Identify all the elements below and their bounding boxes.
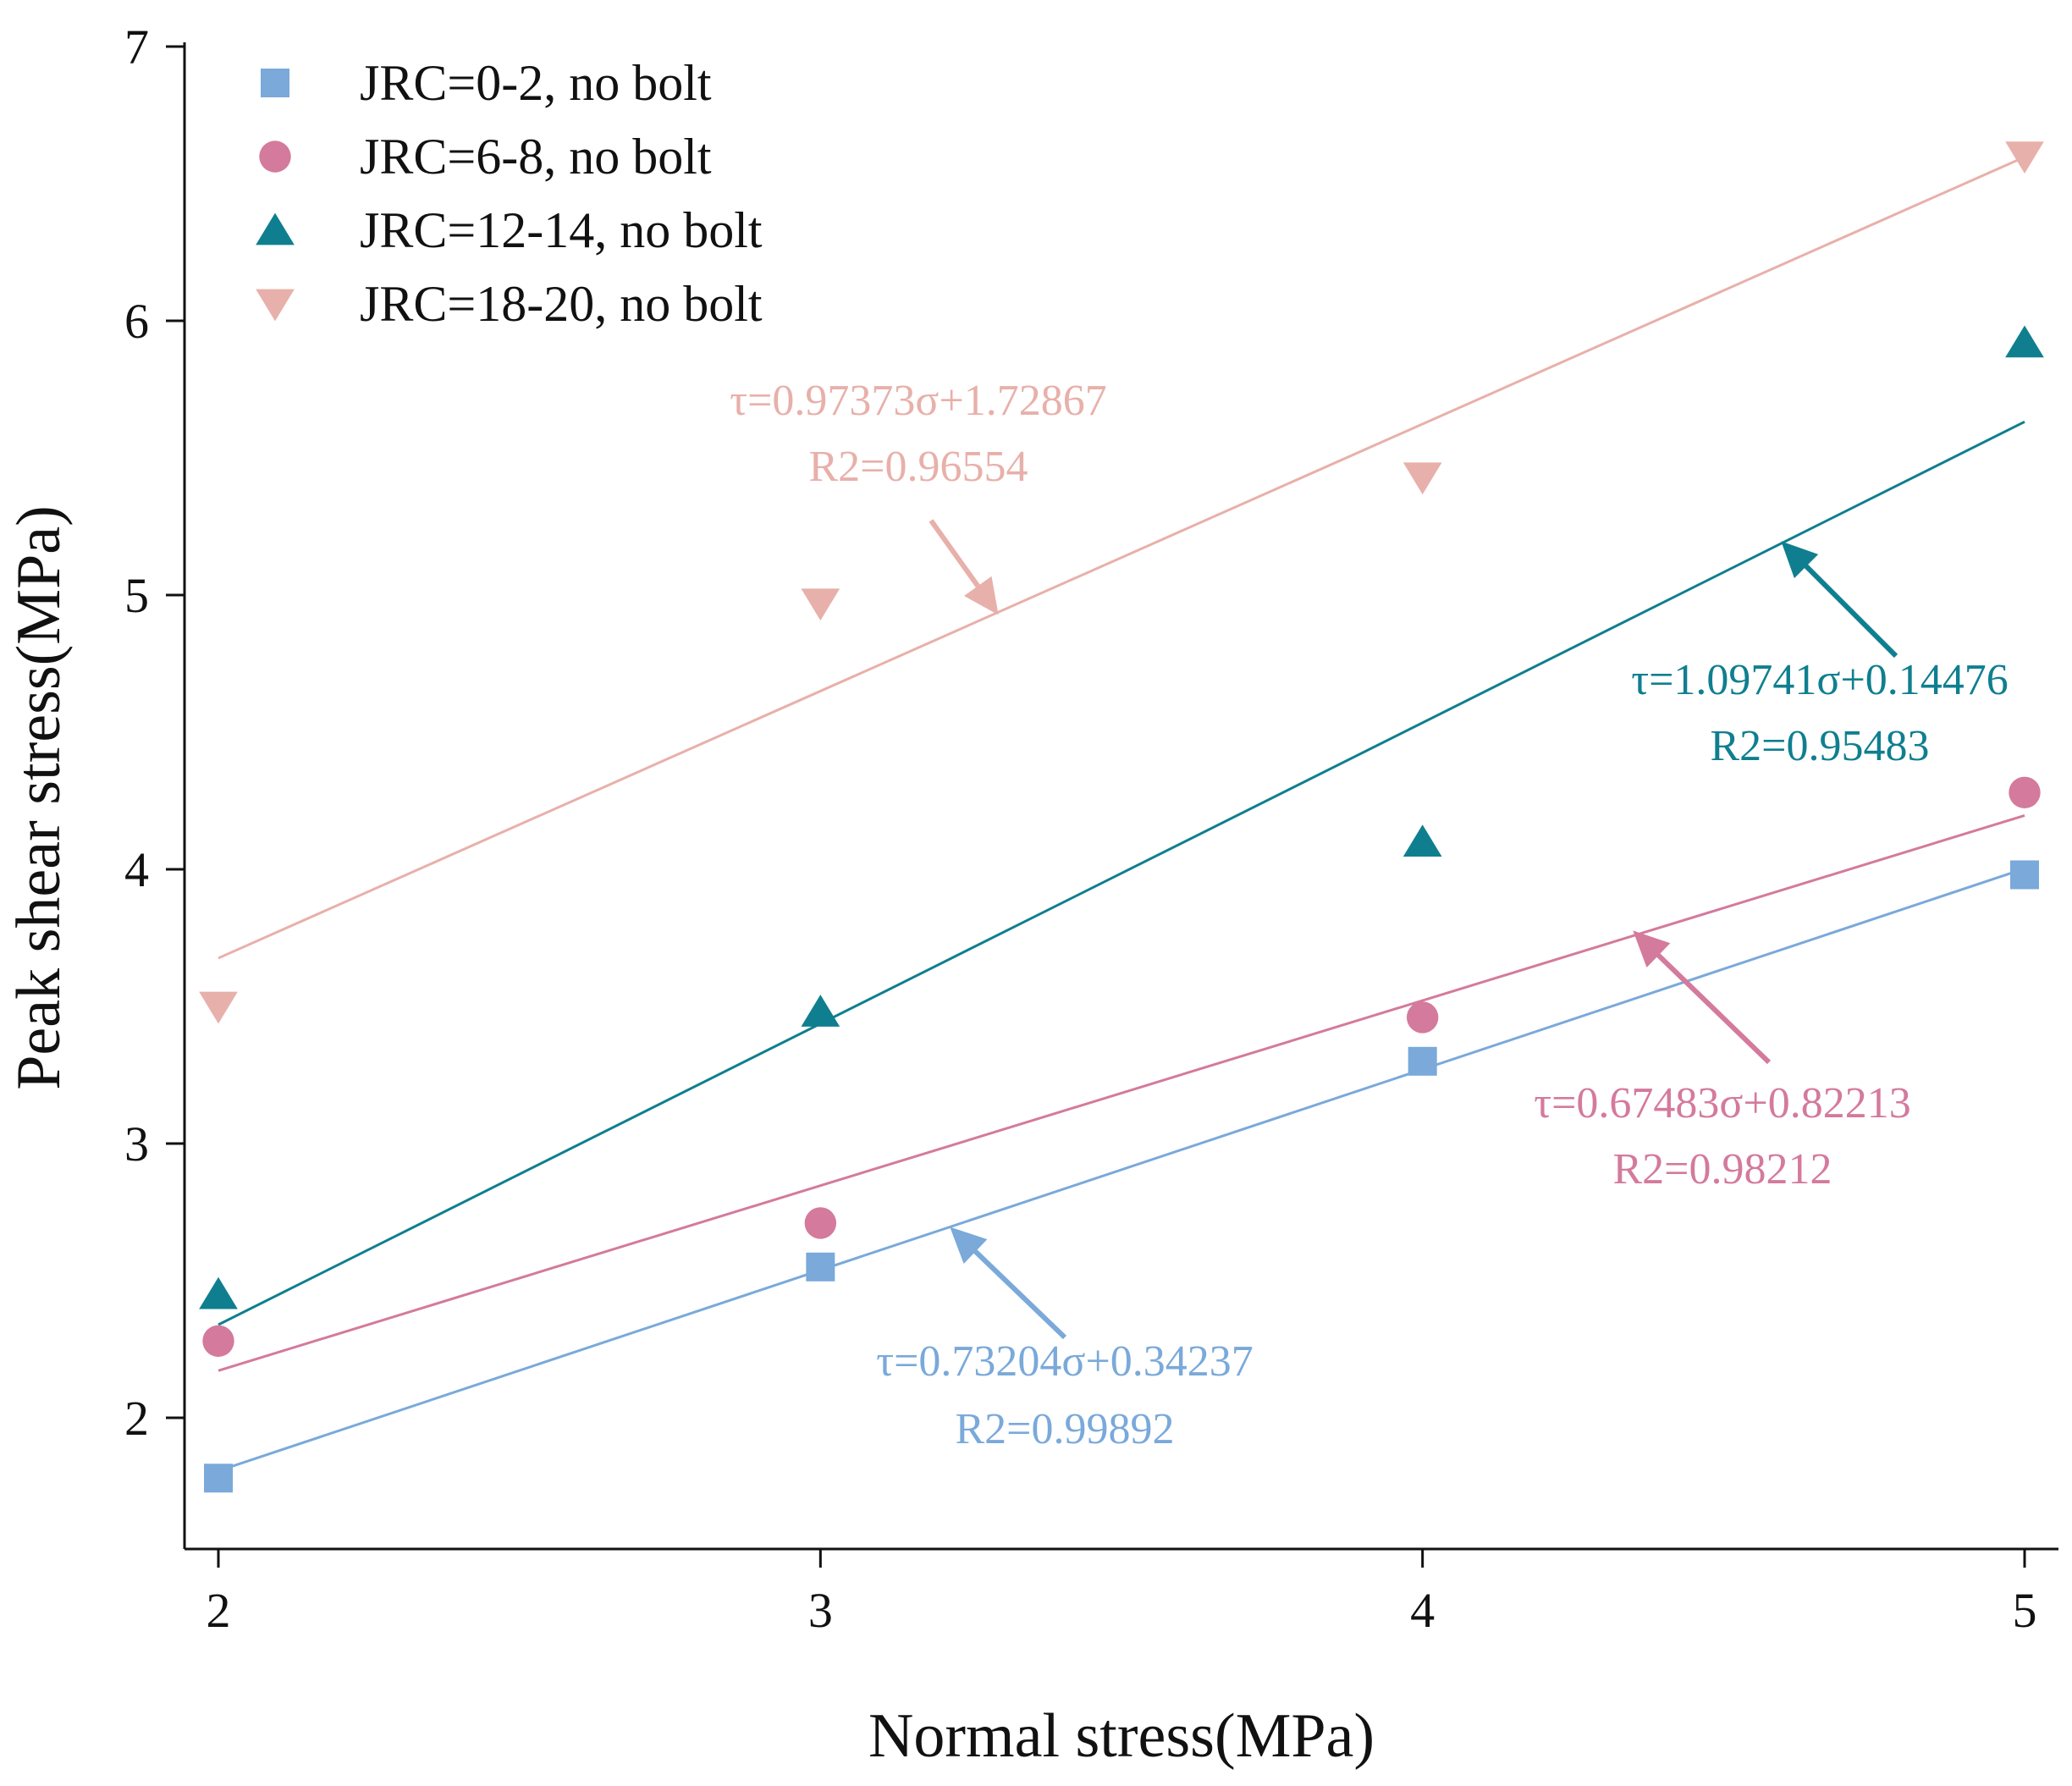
axes: 2 3 4 5 6 7 2 3 4 5 bbox=[124, 19, 2058, 1638]
y-tick-label: 4 bbox=[124, 842, 149, 897]
data-markers bbox=[199, 141, 2044, 1493]
y-tick-label: 6 bbox=[124, 294, 149, 349]
point-jrc-6-8 bbox=[202, 1325, 234, 1357]
y-tick-label: 5 bbox=[124, 568, 149, 623]
arrow-head-jrc-0-2 bbox=[950, 1226, 988, 1264]
legend-marker-jrc-12-14 bbox=[256, 212, 295, 245]
legend-marker-jrc-6-8 bbox=[259, 141, 291, 173]
fit-r2-jrc-12-14: R2=0.95483 bbox=[1710, 722, 1929, 770]
fit-equation-jrc-12-14: τ=1.09741σ+0.14476 bbox=[1631, 656, 2009, 704]
fit-equation-jrc-6-8: τ=0.67483σ+0.82213 bbox=[1534, 1079, 1911, 1127]
point-jrc-6-8 bbox=[804, 1207, 837, 1239]
fit-annotations: τ=0.73204σ+0.34237 R2=0.99892 τ=0.67483σ+0… bbox=[730, 377, 2009, 1453]
fit-line-jrc-12-14 bbox=[218, 420, 2025, 1326]
fit-r2-jrc-0-2: R2=0.99892 bbox=[955, 1405, 1174, 1453]
point-jrc-6-8 bbox=[2009, 776, 2041, 808]
legend-label-jrc-6-8: JRC=6-8, no bolt bbox=[360, 129, 712, 185]
point-jrc-18-20 bbox=[199, 991, 238, 1024]
arrow-shaft-jrc-6-8 bbox=[1635, 933, 1772, 1065]
point-jrc-0-2 bbox=[2010, 860, 2039, 890]
arrow-head-jrc-18-20 bbox=[963, 576, 999, 615]
x-axis-title: Normal stress(MPa) bbox=[868, 1701, 1375, 1771]
x-tick-label: 2 bbox=[207, 1583, 231, 1638]
x-tick-label: 4 bbox=[1410, 1583, 1435, 1638]
fit-line-jrc-0-2 bbox=[218, 867, 2025, 1473]
legend-marker-jrc-18-20 bbox=[256, 289, 295, 322]
y-axis-title: Peak shear stress(MPa) bbox=[4, 505, 74, 1090]
fit-r2-jrc-6-8: R2=0.98212 bbox=[1612, 1145, 1832, 1193]
point-jrc-0-2 bbox=[806, 1252, 835, 1282]
fit-r2-jrc-18-20: R2=0.96554 bbox=[808, 443, 1028, 491]
point-jrc-18-20 bbox=[2005, 141, 2044, 174]
point-jrc-12-14 bbox=[2005, 325, 2044, 358]
point-jrc-18-20 bbox=[801, 588, 840, 621]
point-jrc-18-20 bbox=[1402, 462, 1442, 495]
point-jrc-0-2 bbox=[1408, 1046, 1437, 1076]
legend-label-jrc-0-2: JRC=0-2, no bolt bbox=[360, 55, 712, 111]
legend: JRC=0-2, no bolt JRC=6-8, no bolt JRC=12-1… bbox=[256, 55, 763, 332]
arrow-head-jrc-6-8 bbox=[1633, 930, 1671, 968]
fit-equation-jrc-18-20: τ=0.97373σ+1.72867 bbox=[730, 377, 1107, 425]
x-tick-label: 5 bbox=[2013, 1583, 2037, 1638]
y-tick-label: 7 bbox=[124, 19, 149, 74]
point-jrc-12-14 bbox=[801, 995, 840, 1027]
fit-line-jrc-6-8 bbox=[218, 813, 2025, 1372]
x-tick-label: 3 bbox=[808, 1583, 833, 1638]
legend-label-jrc-12-14: JRC=12-14, no bolt bbox=[360, 202, 763, 258]
legend-label-jrc-18-20: JRC=18-20, no bolt bbox=[360, 276, 763, 332]
fit-line-jrc-18-20 bbox=[218, 156, 2025, 960]
fit-equation-jrc-0-2: τ=0.73204σ+0.34237 bbox=[876, 1337, 1254, 1386]
point-jrc-12-14 bbox=[199, 1276, 238, 1309]
y-tick-label: 2 bbox=[124, 1391, 149, 1446]
point-jrc-6-8 bbox=[1406, 1001, 1439, 1034]
point-jrc-0-2 bbox=[204, 1464, 233, 1493]
fit-lines bbox=[218, 156, 2025, 1473]
arrow-head-jrc-12-14 bbox=[1781, 541, 1819, 579]
point-jrc-12-14 bbox=[1402, 824, 1442, 857]
y-tick-label: 3 bbox=[124, 1116, 149, 1171]
legend-marker-jrc-0-2 bbox=[261, 69, 289, 97]
